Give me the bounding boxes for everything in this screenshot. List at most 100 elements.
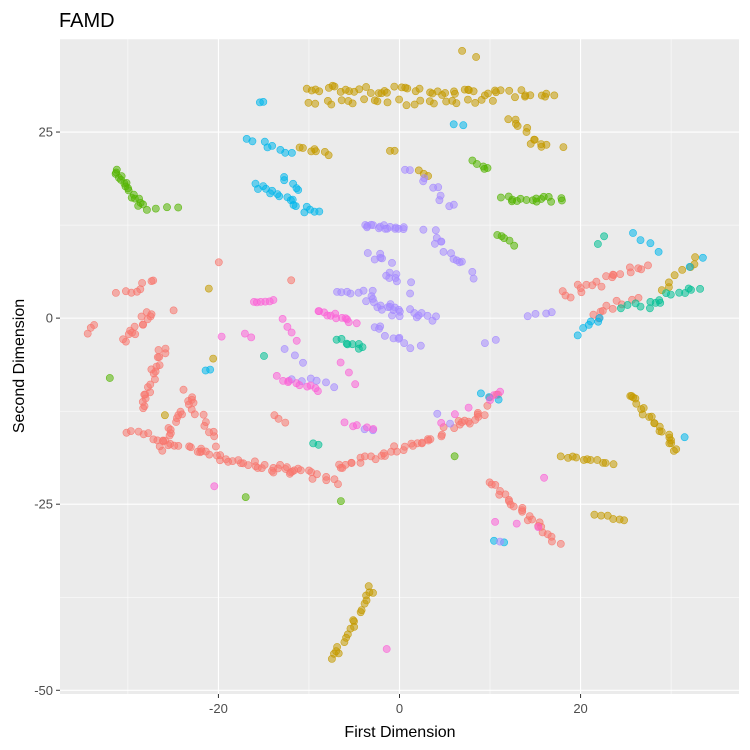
data-point (432, 312, 440, 321)
data-point (161, 344, 170, 353)
data-point (405, 166, 414, 174)
data-point (119, 335, 127, 344)
data-point (597, 511, 605, 520)
data-point (390, 146, 399, 155)
data-point (126, 427, 135, 435)
data-point (468, 267, 477, 276)
data-point (501, 490, 510, 499)
data-point (540, 473, 548, 482)
data-point (666, 290, 675, 299)
data-point (138, 320, 147, 329)
data-point (357, 606, 366, 614)
data-point (142, 205, 151, 214)
data-point (589, 310, 598, 319)
data-point (496, 537, 504, 546)
data-point (299, 358, 307, 367)
data-point (510, 241, 519, 250)
data-point (491, 518, 499, 526)
data-point (420, 174, 429, 182)
data-point (469, 274, 478, 283)
data-point (513, 122, 522, 130)
data-point (522, 128, 531, 136)
data-point (472, 53, 480, 61)
data-point (221, 455, 230, 464)
data-point (423, 311, 432, 320)
data-point (287, 328, 296, 337)
data-point (380, 331, 389, 340)
data-point (112, 288, 120, 297)
data-point (608, 304, 617, 313)
data-point (631, 299, 640, 308)
data-point (315, 207, 324, 216)
data-point (322, 472, 331, 481)
data-point (105, 374, 114, 382)
data-point (601, 459, 610, 467)
data-point (477, 96, 486, 104)
data-point (602, 301, 611, 310)
data-points (83, 47, 707, 663)
data-point (312, 470, 321, 479)
data-point (330, 383, 339, 392)
data-point (204, 284, 213, 293)
data-point (416, 341, 425, 350)
data-point (139, 200, 147, 209)
data-point (290, 351, 299, 360)
data-point (480, 339, 489, 347)
data-point (399, 225, 408, 233)
data-point (209, 354, 218, 363)
data-point (334, 480, 342, 488)
data-point (556, 540, 565, 548)
y-axis: -50 -25 0 25 (34, 125, 60, 698)
data-point (189, 398, 198, 407)
data-point (561, 291, 570, 300)
data-point (629, 229, 637, 237)
data-point (155, 361, 164, 369)
data-point (696, 284, 704, 293)
data-point (437, 237, 446, 246)
data-point (590, 510, 599, 519)
data-point (426, 435, 435, 444)
data-point (324, 151, 333, 160)
data-point (395, 333, 404, 342)
data-point (163, 203, 171, 212)
data-point (592, 277, 601, 286)
data-point (407, 278, 415, 287)
data-point (406, 289, 414, 298)
data-point (558, 196, 566, 205)
data-point (445, 202, 454, 211)
data-point (526, 139, 535, 148)
data-point (646, 304, 654, 313)
data-point (505, 86, 514, 95)
data-point (211, 442, 220, 451)
data-point (435, 196, 444, 205)
data-point (344, 318, 353, 327)
data-point (390, 82, 399, 91)
data-point (572, 453, 581, 462)
data-point (654, 247, 663, 256)
data-point (437, 432, 446, 441)
data-point (542, 89, 551, 98)
x-tick-label: 20 (573, 701, 587, 716)
data-point (460, 416, 469, 425)
data-point (356, 458, 365, 467)
data-point (597, 282, 606, 291)
data-point (313, 387, 322, 395)
data-point (376, 253, 385, 262)
data-point (295, 381, 304, 390)
data-point (160, 411, 169, 420)
data-point (505, 236, 514, 245)
data-point (352, 319, 361, 328)
data-point (146, 380, 155, 389)
data-point (446, 419, 454, 428)
data-point (174, 441, 183, 450)
data-point (471, 99, 480, 107)
data-point (292, 336, 301, 345)
data-point (205, 428, 213, 437)
data-point (534, 523, 543, 531)
data-point (450, 410, 459, 419)
data-point (287, 148, 296, 157)
data-point (272, 371, 281, 380)
data-point (626, 263, 634, 272)
data-point (144, 429, 153, 438)
data-point (281, 418, 290, 427)
